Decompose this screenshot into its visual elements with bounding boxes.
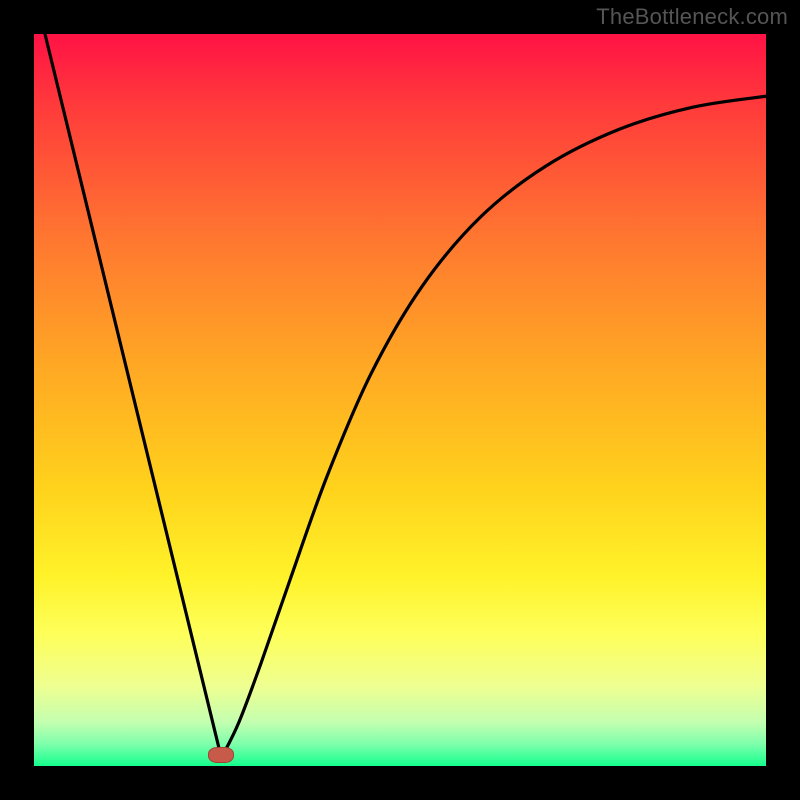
- plot-border: [0, 0, 800, 800]
- chart-container: TheBottleneck.com: [0, 0, 800, 800]
- curve-right-segment: [223, 96, 766, 755]
- plot-area: [34, 34, 766, 766]
- vertex-marker: [208, 747, 234, 763]
- curve-left-segment: [45, 34, 221, 755]
- watermark-text: TheBottleneck.com: [596, 4, 788, 30]
- curve-layer: [34, 34, 766, 766]
